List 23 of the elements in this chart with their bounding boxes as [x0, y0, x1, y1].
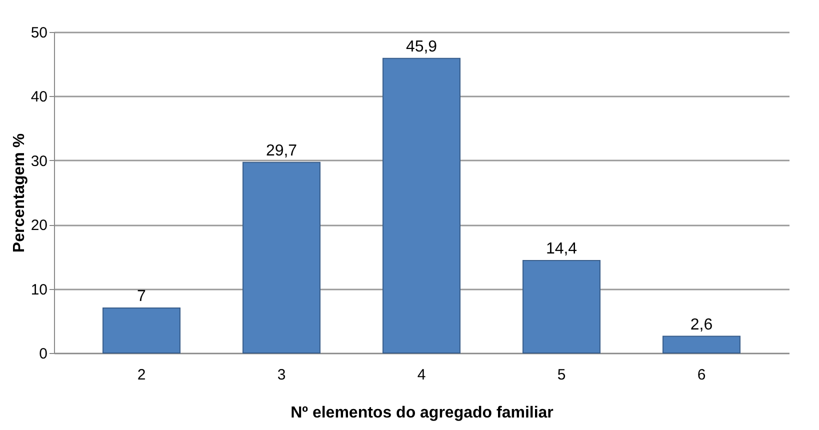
- bar: [382, 58, 460, 354]
- x-tick-label: 4: [417, 366, 426, 384]
- y-tick-label: 20: [30, 217, 48, 234]
- y-tick-label: 0: [39, 346, 48, 362]
- x-tick-label: 2: [137, 366, 146, 384]
- data-label: 29,7: [266, 142, 298, 160]
- y-axis-title: Percentagem %: [10, 133, 28, 253]
- data-label: 7: [137, 288, 146, 306]
- x-tick-label: 6: [697, 366, 706, 384]
- data-label: 2,6: [690, 316, 713, 334]
- y-tick-label: 40: [30, 88, 48, 106]
- y-tick-label: 10: [30, 281, 48, 298]
- data-label: 14,4: [546, 240, 578, 258]
- y-tick-label: 50: [30, 24, 48, 42]
- x-axis-title: Nº elementos do agregado familiar: [290, 404, 554, 422]
- bar: [102, 308, 180, 354]
- bar: [662, 336, 740, 354]
- x-tick-label: 3: [277, 366, 286, 384]
- bar: [242, 162, 320, 354]
- y-tick-label: 30: [30, 152, 48, 170]
- x-tick-label: 5: [557, 366, 566, 384]
- data-label: 45,9: [406, 38, 438, 56]
- bar: [522, 260, 600, 354]
